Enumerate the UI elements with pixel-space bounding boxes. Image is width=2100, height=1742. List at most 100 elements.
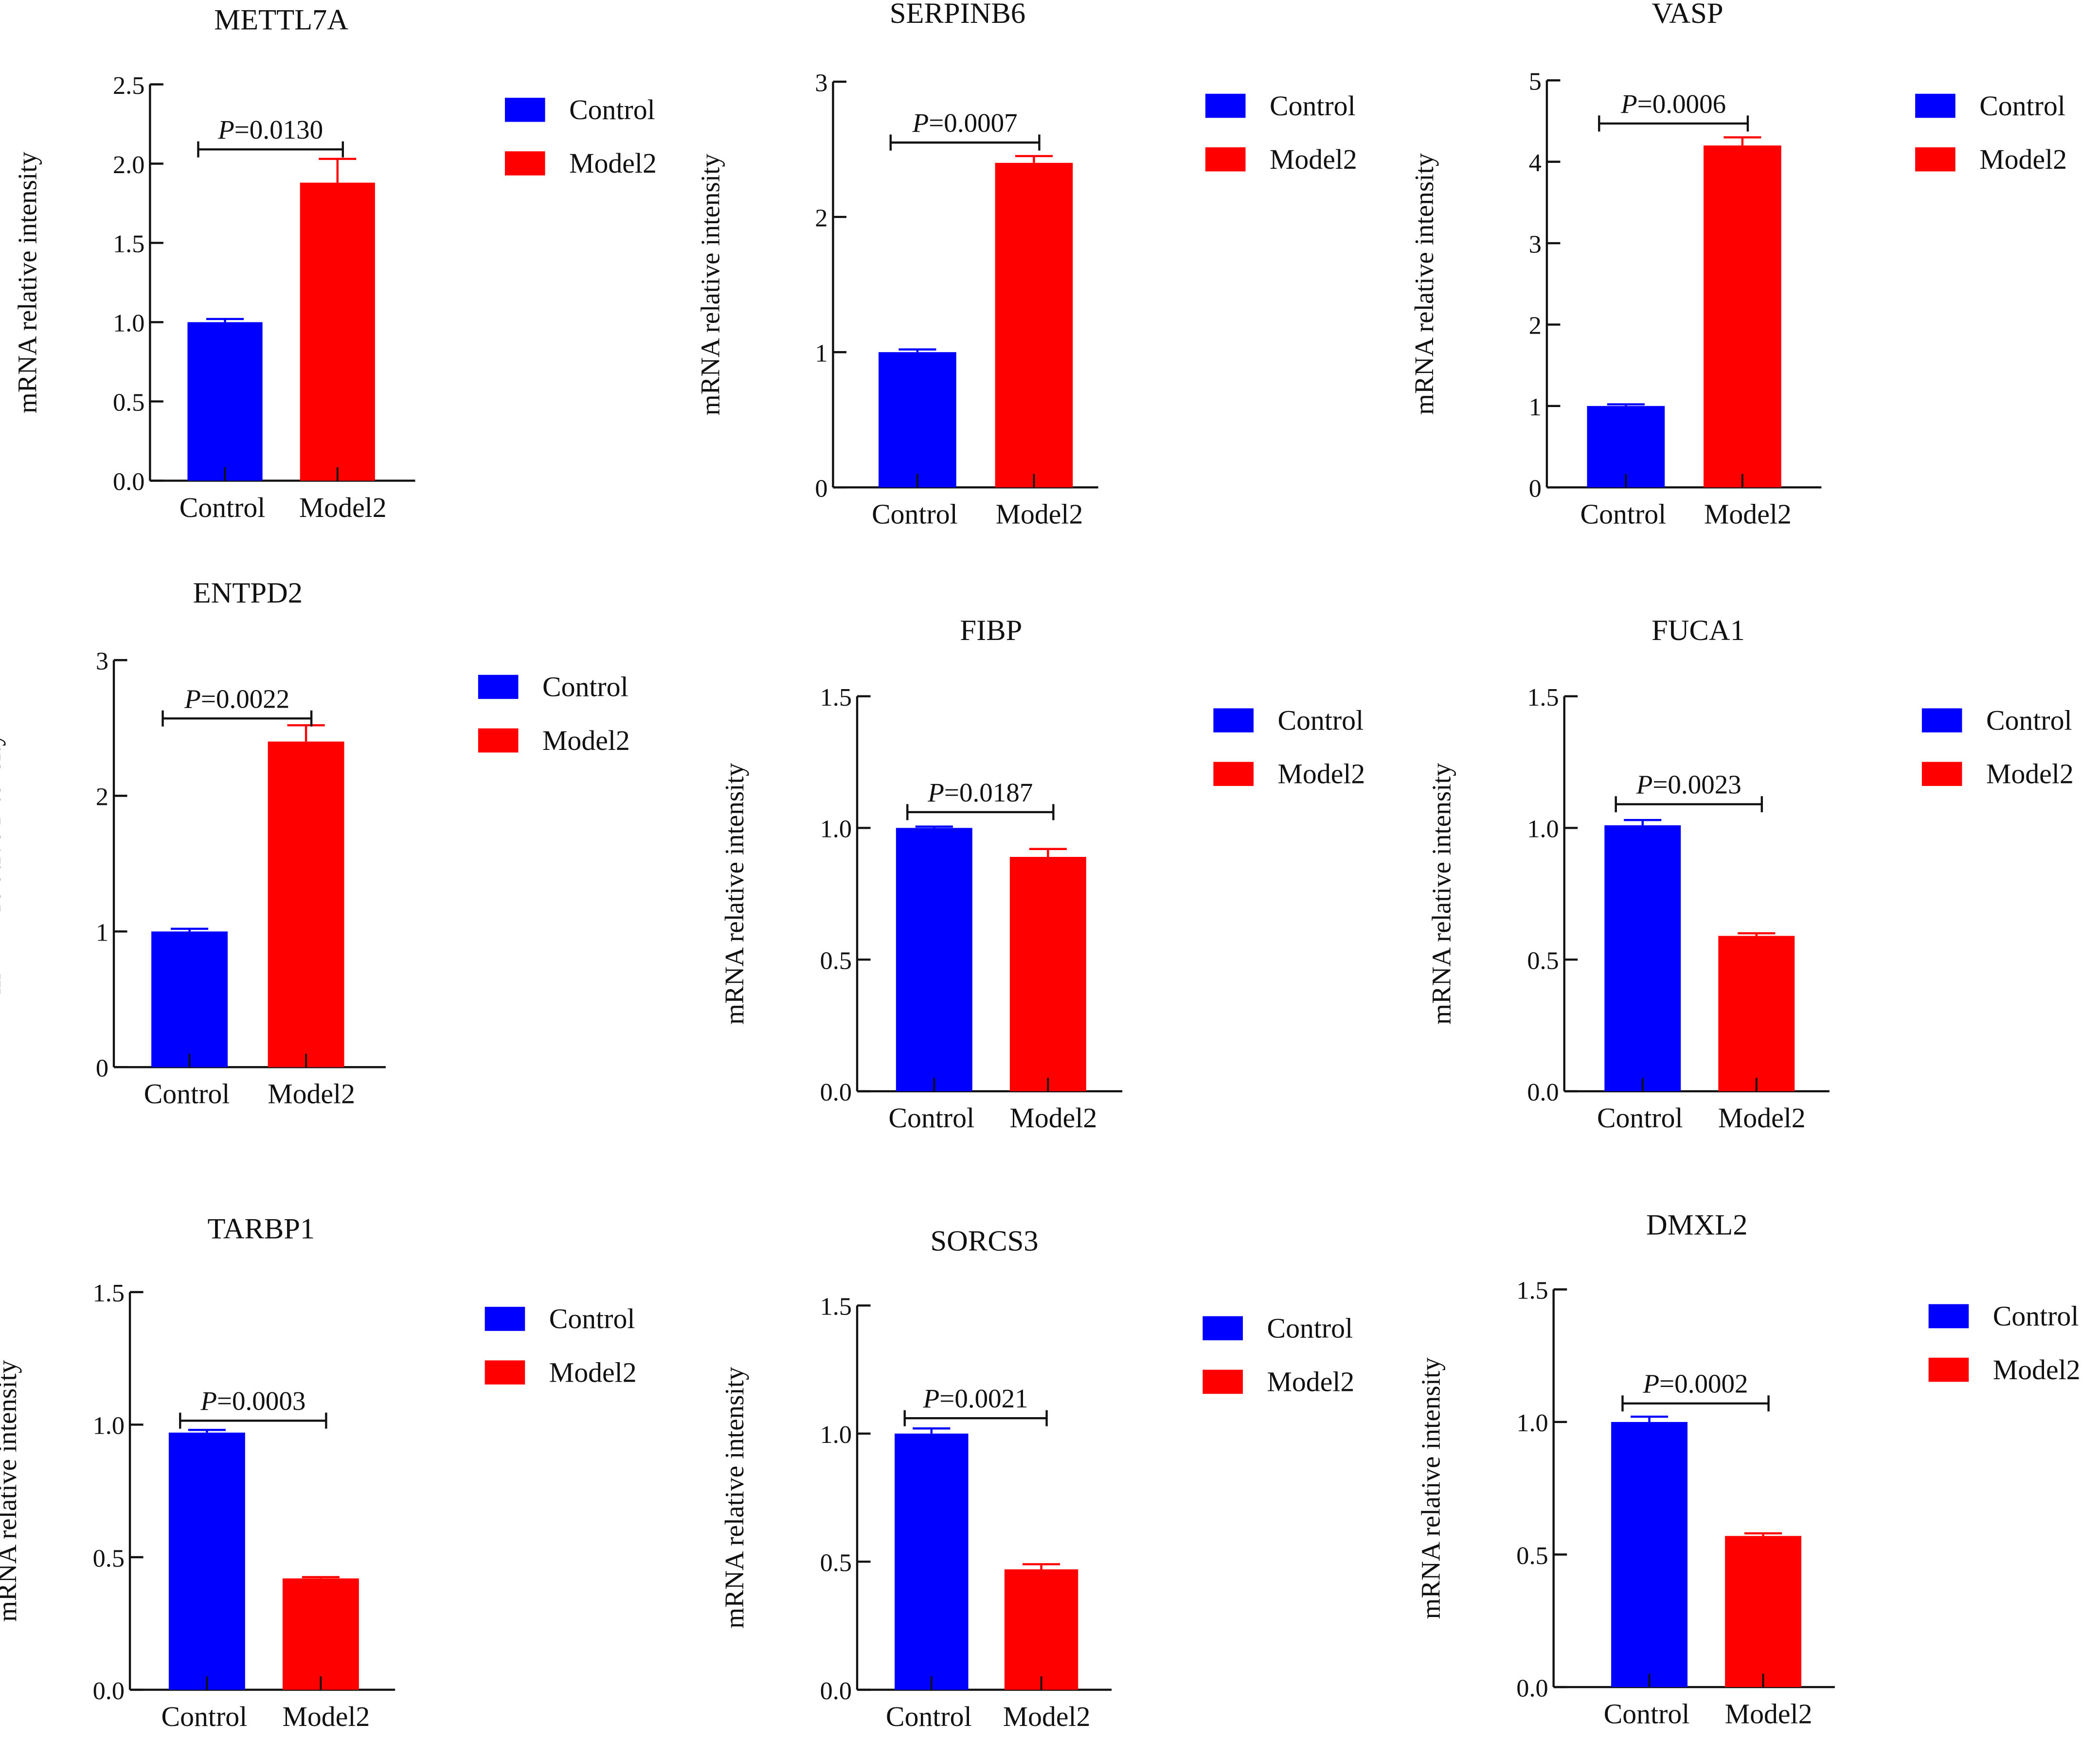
y-axis-label: mRNA relative intensity [0,732,6,995]
legend-label: Control [569,94,655,125]
y-tick-label: 1.5 [820,1293,852,1321]
p-value-label: P=0.0007 [912,108,1018,138]
legend-swatch-model2 [1915,147,1956,172]
legend-swatch-control [1205,93,1246,118]
x-tick-label: Control [179,492,266,523]
p-value-label: P=0.0130 [217,115,323,144]
x-tick-label: Model2 [299,492,387,523]
x-tick-label: Control [886,1701,972,1732]
legend-label: Model2 [1267,1366,1355,1398]
p-value: =0.0187 [944,778,1033,807]
bar-model2 [268,741,344,1067]
chart-title: SERPINB6 [890,0,1025,30]
y-axis-label: mRNA relative intensity [1427,763,1456,1025]
chart-panel-sorcs3: SORCS3 mRNA relative intensity 0.0 0.5 1.0 1.… [719,1225,1354,1732]
y-tick-label: 2.5 [113,71,144,100]
chart-panel-serpinb6: SERPINB6 mRNA relative intensity 0 1 2 3 Contr… [695,0,1357,530]
y-tick-label: 3 [96,647,108,675]
y-tick-label: 1.0 [1516,1409,1548,1437]
legend-swatch-control [485,1307,525,1331]
legend-label: Control [1270,90,1356,122]
y-tick-label: 0.0 [113,468,144,496]
p-value: =0.0022 [201,684,289,713]
chart-panel-vasp: VASP mRNA relative intensity 0 1 2 3 4 5 Control… [1409,0,2067,530]
x-tick-label: Model2 [268,1078,355,1110]
bar-model2 [1704,145,1781,488]
y-tick-label: 1.5 [113,230,144,258]
chart-title: METTL7A [214,4,348,36]
chart-title: TARBP1 [208,1213,315,1245]
p-value-label: P=0.0003 [200,1386,305,1416]
legend-label: Control [549,1303,635,1334]
legend-label: Model2 [1278,758,1365,790]
y-tick-label: 2 [1529,312,1542,340]
legend-swatch-model2 [504,151,545,176]
x-tick-label: Control [889,1102,975,1134]
y-tick-label: 0.0 [1527,1078,1559,1106]
legend-label: Control [1986,705,2072,736]
legend-swatch-control [1915,93,1956,118]
bar-control [1604,825,1681,1091]
chart-panel-fibp: FIBP mRNA relative intensity 0.0 0.5 1.0 1.5 C… [719,614,1365,1134]
bar-control [895,1433,969,1690]
legend-label: Control [1267,1312,1353,1344]
y-axis-label: mRNA relative intensity [1409,153,1439,415]
y-tick-label: 0.5 [820,1548,852,1577]
p-symbol: P [200,1386,217,1416]
y-tick-label: 1 [815,339,827,367]
p-value: =0.0006 [1637,89,1726,119]
x-tick-label: Control [1597,1102,1683,1134]
legend-swatch-control [1921,708,1962,733]
legend-swatch-control [1213,708,1254,733]
legend-swatch-model2 [1203,1369,1243,1394]
chart-title: FUCA1 [1651,614,1745,647]
x-tick-label: Model2 [1718,1102,1806,1134]
p-symbol: P [217,115,234,144]
p-symbol: P [1636,770,1653,800]
p-value-label: P=0.0187 [927,778,1033,807]
y-tick-label: 0.5 [1527,946,1559,975]
legend-swatch-model2 [1928,1357,1969,1382]
legend-label: Model2 [1270,143,1357,175]
x-tick-label: Model2 [996,498,1083,530]
chart-panel-entpd2: ENTPD2 mRNA relative intensity 0 1 2 3 Control… [0,577,630,1110]
x-tick-label: Model2 [283,1701,370,1732]
bar-control [187,322,263,481]
chart-panel-tarbp1: TARBP1 mRNA relative intensity 0.0 0.5 1.0 1.… [0,1213,637,1732]
y-tick-label: 0.5 [820,946,852,975]
p-value-label: P=0.0002 [1643,1369,1748,1399]
x-tick-label: Control [162,1701,248,1732]
legend-label: Model2 [569,147,657,179]
chart-panel-fuca1: FUCA1 mRNA relative intensity 0.0 0.5 1.0 1.5… [1427,614,2074,1134]
p-symbol: P [923,1384,940,1413]
chart-title: ENTPD2 [193,577,303,609]
x-tick-label: Model2 [1725,1698,1813,1729]
p-value: =0.0003 [217,1386,305,1416]
bar-control [879,352,956,488]
p-value: =0.0002 [1659,1369,1748,1399]
p-value: =0.0021 [939,1384,1028,1413]
legend-swatch-control [504,98,545,122]
y-tick-label: 2.0 [113,151,144,179]
x-tick-label: Model2 [1704,498,1792,530]
y-tick-label: 0.5 [113,389,144,417]
bar-model2 [300,182,375,481]
legend-label: Control [1979,90,2065,122]
y-tick-label: 4 [1529,149,1542,177]
bar-control [1587,406,1665,488]
chart-title: DMXL2 [1646,1209,1748,1241]
bar-model2 [282,1578,359,1690]
y-tick-label: 0.0 [1516,1674,1548,1702]
bar-control [896,828,972,1091]
x-tick-label: Control [1604,1698,1690,1729]
bar-model2 [1725,1536,1802,1688]
legend-label: Model2 [1993,1354,2081,1386]
bar-model2 [1004,1569,1078,1690]
p-value-label: P=0.0021 [923,1384,1028,1413]
y-tick-label: 0 [96,1054,108,1083]
y-tick-label: 2 [96,783,108,811]
y-tick-label: 0.5 [1516,1542,1548,1570]
y-tick-label: 1.0 [820,815,852,843]
x-tick-label: Control [1580,498,1667,530]
